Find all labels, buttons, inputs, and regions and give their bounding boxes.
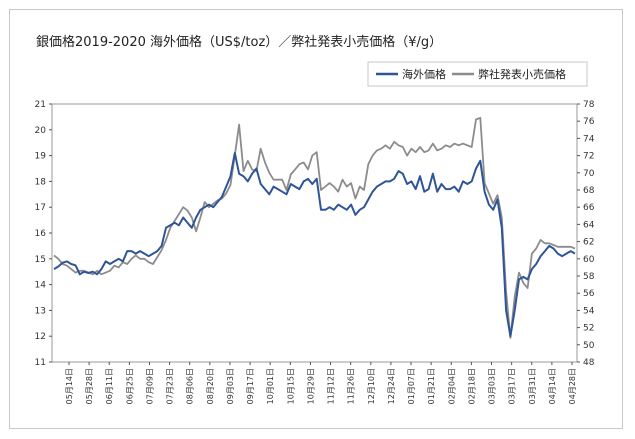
y-right-tick-label: 60 [583, 255, 595, 265]
series-line-retail [53, 116, 576, 339]
y-right-tick-label: 64 [583, 220, 595, 230]
x-tick-label: 02月18日 [467, 368, 476, 404]
y-left-tick-label: 11 [35, 358, 46, 368]
legend-label-overseas: 海外価格 [402, 67, 446, 81]
y-left-tick-label: 14 [35, 281, 47, 291]
x-tick-label: 08月20日 [206, 368, 215, 404]
x-tick-label: 07月09日 [145, 368, 154, 404]
y-left-tick-label: 19 [35, 152, 47, 162]
y-right-tick-label: 58 [583, 272, 595, 282]
y-left-tick-label: 15 [35, 255, 46, 265]
x-tick-label: 12月24日 [387, 368, 396, 404]
y-left-tick-label: 17 [35, 203, 46, 213]
x-tick-label: 10月29日 [306, 368, 315, 404]
series-lines [53, 116, 576, 339]
y-left-tick-label: 16 [35, 229, 47, 239]
x-tick-label: 04月28日 [568, 368, 577, 404]
x-tick-label: 03月03日 [488, 368, 497, 404]
y-left-tick-label: 20 [35, 126, 47, 136]
y-right-tick-label: 62 [583, 238, 594, 248]
legend-label-retail: 弊社発表小売価格 [478, 67, 566, 81]
y-right-tick-label: 56 [583, 289, 595, 299]
chart-title: 銀価格2019-2020 海外価格（US$/toz）／弊社発表小売価格（¥/g） [36, 34, 442, 50]
y-right-tick-label: 66 [583, 203, 595, 213]
y-left-tick-label: 12 [35, 332, 46, 342]
y-right-tick-label: 78 [583, 100, 595, 110]
legend-box [367, 61, 588, 87]
x-tick-label: 09月03日 [226, 368, 235, 404]
legend: 海外価格 弊社発表小売価格 [367, 61, 588, 87]
y-right-tick-label: 68 [583, 186, 595, 196]
plot-area [51, 103, 578, 363]
axes [51, 103, 578, 363]
y-right-tick-label: 50 [583, 341, 595, 351]
x-tick-label: 01月21日 [427, 368, 436, 404]
x-tick-label: 02月04日 [447, 368, 456, 404]
x-tick-label: 06月25日 [125, 368, 134, 404]
x-tick-label: 08月06日 [186, 368, 195, 404]
x-tick-label: 05月28日 [85, 368, 94, 404]
y-axis-right-ticks: 48 50 52 54 56 58 60 62 64 66 68 70 72 74 76 78 [577, 100, 595, 368]
y-right-tick-label: 72 [583, 152, 594, 162]
x-tick-label: 11月26日 [347, 368, 356, 404]
x-tick-label: 03月31日 [528, 368, 537, 404]
x-tick-label: 05月14日 [65, 368, 74, 404]
x-tick-label: 04月14日 [548, 368, 557, 404]
x-tick-label: 06月11日 [105, 368, 114, 404]
y-right-tick-label: 54 [583, 306, 595, 316]
y-axis-left-ticks: 11 12 13 14 15 16 17 18 19 20 21 [35, 100, 52, 368]
x-tick-label: 09月17日 [246, 368, 255, 404]
x-tick-label: 03月17日 [508, 368, 517, 404]
x-tick-label: 11月12日 [327, 368, 336, 404]
y-right-tick-label: 74 [583, 134, 595, 144]
series-line-overseas [53, 152, 576, 338]
x-axis-ticks: 05月14日 05月28日 06月11日 06月25日 07月09日 07月23日 08月0… [65, 362, 577, 404]
y-right-tick-label: 70 [583, 169, 595, 179]
x-tick-label: 07月23日 [166, 368, 175, 404]
y-left-tick-label: 13 [35, 306, 46, 316]
y-right-tick-label: 48 [583, 358, 595, 368]
x-tick-label: 10月01日 [266, 368, 275, 404]
x-tick-label: 12月10日 [367, 368, 376, 404]
y-right-tick-label: 52 [583, 324, 594, 334]
y-right-tick-label: 76 [583, 117, 595, 127]
x-tick-label: 01月07日 [407, 368, 416, 404]
y-left-tick-label: 18 [35, 177, 47, 187]
x-tick-label: 10月15日 [286, 368, 295, 404]
y-left-tick-label: 21 [35, 100, 46, 110]
